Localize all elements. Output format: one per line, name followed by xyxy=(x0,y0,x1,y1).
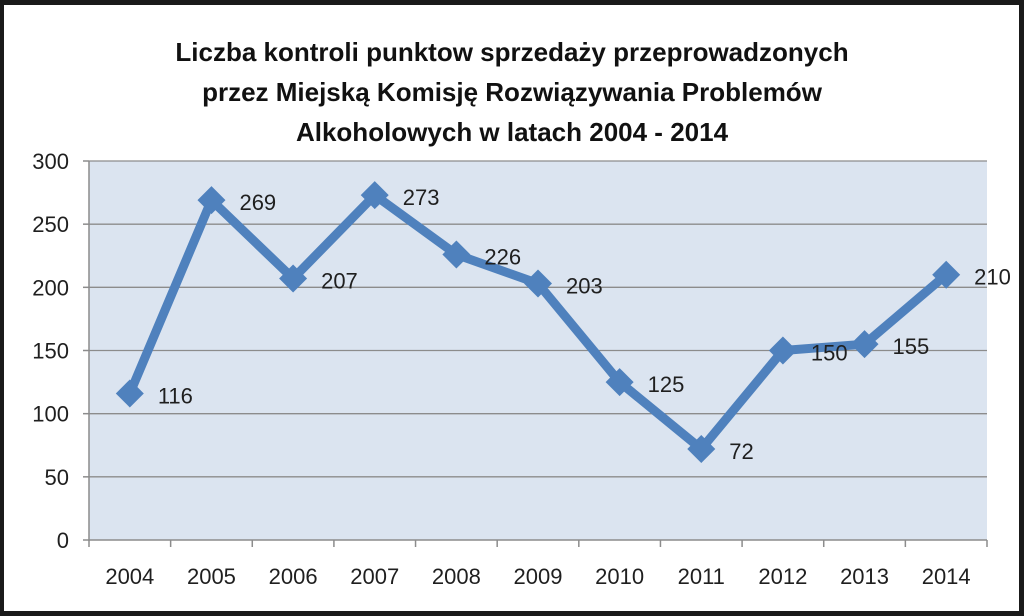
y-tick-label-6: 300 xyxy=(32,149,69,174)
data-point-2014 xyxy=(932,260,961,289)
data-label-2010: 125 xyxy=(648,372,685,397)
x-tick-label-2008: 2008 xyxy=(432,564,481,589)
x-tick-label-2004: 2004 xyxy=(105,564,154,589)
chart-title-line-3: Alkoholowych w latach 2004 - 2014 xyxy=(295,117,729,147)
chart-title: Liczba kontroli punktow sprzedaży przepr… xyxy=(4,32,1020,152)
y-tick-label-3: 150 xyxy=(32,339,69,364)
x-tick-label-2005: 2005 xyxy=(187,564,236,589)
data-point-2012 xyxy=(768,336,797,365)
data-label-2014: 210 xyxy=(974,265,1011,290)
data-label-2004: 116 xyxy=(158,383,193,408)
chart-title-line-2: przez Miejską Komisję Rozwiązywania Prob… xyxy=(202,77,822,107)
data-point-2007 xyxy=(360,181,389,210)
data-point-2013 xyxy=(850,330,879,359)
y-tick-label-1: 50 xyxy=(45,465,69,490)
x-tick-label-2007: 2007 xyxy=(350,564,399,589)
x-tick-label-2013: 2013 xyxy=(840,564,889,589)
data-point-2011 xyxy=(687,435,716,464)
y-tick-label-2: 100 xyxy=(32,402,69,427)
x-tick-label-2011: 2011 xyxy=(678,564,725,589)
data-label-2006: 207 xyxy=(321,268,358,293)
x-tick-label-2014: 2014 xyxy=(922,564,971,589)
y-tick-label-4: 200 xyxy=(32,275,69,300)
data-point-2005 xyxy=(197,186,226,215)
data-label-2007: 273 xyxy=(403,185,440,210)
x-tick-label-2010: 2010 xyxy=(595,564,644,589)
x-tick-label-2012: 2012 xyxy=(758,564,807,589)
chart-title-line-1: Liczba kontroli punktow sprzedaży przepr… xyxy=(175,37,849,67)
x-tick-label-2009: 2009 xyxy=(514,564,563,589)
data-point-2008 xyxy=(442,240,471,269)
data-label-2011: 72 xyxy=(729,439,753,464)
data-label-2012: 150 xyxy=(811,341,848,366)
data-point-2009 xyxy=(524,269,552,298)
x-tick-label-2006: 2006 xyxy=(269,564,318,589)
y-tick-label-5: 250 xyxy=(32,212,69,237)
data-point-2006 xyxy=(279,264,308,293)
data-point-2004 xyxy=(115,379,144,408)
data-label-2005: 269 xyxy=(239,190,276,215)
data-label-2009: 203 xyxy=(566,274,603,299)
data-point-2010 xyxy=(605,368,634,397)
data-label-2008: 226 xyxy=(484,244,521,269)
data-label-2013: 155 xyxy=(893,334,930,359)
y-tick-label-0: 0 xyxy=(57,528,69,553)
